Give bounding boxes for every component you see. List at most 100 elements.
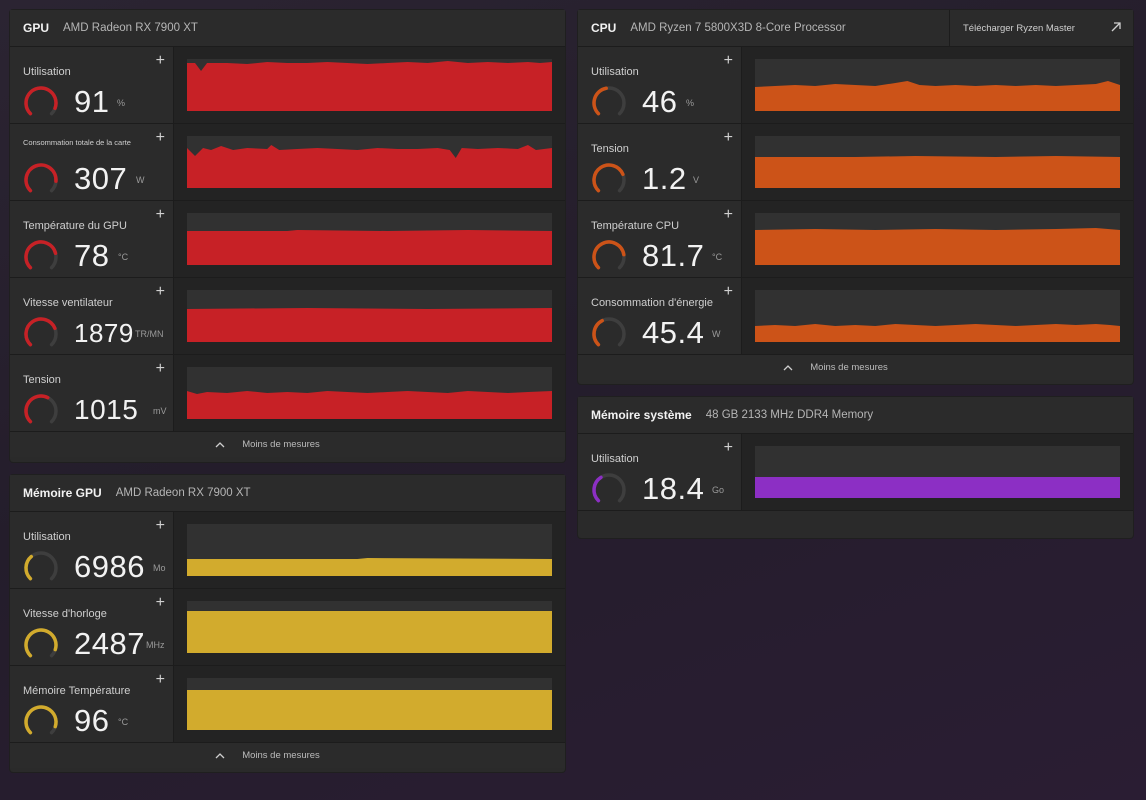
metric-label: Utilisation [591,453,639,465]
metric-value: 81.7 [642,238,705,273]
gpu-memory-panel: Mémoire GPU AMD Radeon RX 7900 XT Utilis… [10,475,565,772]
system-memory-panel: Mémoire système 48 GB 2133 MHz DDR4 Memo… [578,397,1133,538]
metric-unit: % [117,98,126,108]
history-chart [187,213,552,265]
metric-unit: V [693,175,700,185]
add-metric-button[interactable]: + [723,52,733,69]
metric-label: Température CPU [591,220,680,232]
history-chart-area [187,308,552,342]
metric-value: 1.2 [642,161,687,196]
gauge-fill [592,318,604,347]
history-chart-area [755,81,1120,111]
metric-label: Utilisation [23,531,71,543]
history-chart-area [187,558,552,576]
vram-clock-row: Vitesse d'horloge + 2487 MHz [10,589,565,666]
history-chart [187,678,552,730]
cpu-less-metrics-button[interactable]: Moins de mesures [578,355,1133,380]
history-chart [187,367,552,419]
external-link-icon [1111,22,1121,32]
vram-less-metrics-button[interactable]: Moins de mesures [10,743,565,768]
metric-unit: °C [118,717,129,727]
add-metric-button[interactable]: + [723,439,733,456]
cpu-utilisation-row: Utilisation + 46% [578,47,1133,124]
gauge-fill [24,317,57,347]
history-chart-area [755,156,1120,188]
add-metric-button[interactable]: + [155,206,165,223]
gauge-icon [24,551,58,581]
history-chart-area [187,690,552,730]
metric-label: Température du GPU [23,220,127,232]
less-metrics-label: Moins de mesures [242,439,320,450]
download-ryzen-master-label: Télécharger Ryzen Master [963,22,1075,34]
cpu-header: CPU AMD Ryzen 7 5800X3D 8-Core Processor… [578,10,1133,47]
history-chart-area [187,145,552,188]
add-metric-button[interactable]: + [155,129,165,146]
metric-unit: % [686,98,695,108]
system-memory-header: Mémoire système 48 GB 2133 MHz DDR4 Memo… [578,397,1133,434]
history-chart-area [755,228,1120,265]
metric-unit: W [136,175,145,185]
metric-unit: °C [118,252,129,262]
chevron-up-icon [215,753,225,759]
add-metric-button[interactable]: + [155,360,165,377]
metric-unit: mV [153,406,167,416]
system-memory-title: Mémoire système [591,408,692,422]
add-metric-button[interactable]: + [723,206,733,223]
gpu-power-row: Consommation totale de la carte + 307 W [10,124,565,201]
gauge-fill [592,163,625,193]
gauge-fill [592,240,626,270]
chevron-up-icon [783,365,793,371]
metric-label: Mémoire Température [23,685,131,697]
metric-value: 6986 [74,549,145,584]
history-chart [755,213,1120,265]
gauge-icon [24,317,58,347]
metric-value: 2487 [74,626,145,661]
metric-value: 45.4 [642,315,705,350]
history-chart [187,136,552,188]
metric-value: 91 [74,84,110,119]
gauge-fill [24,554,34,581]
history-chart-area [187,391,552,419]
cpu-temperature-row: Température CPU + 81.7 °C [578,201,1133,278]
gauge-fill [592,86,608,116]
sysmem-utilisation-row: Utilisation + 18.4 Go [578,434,1133,511]
gpu-header: GPU AMD Radeon RX 7900 XT [10,10,565,47]
add-metric-button[interactable]: + [155,594,165,611]
add-metric-button[interactable]: + [155,52,165,69]
metric-unit: W [712,329,721,339]
add-metric-button[interactable]: + [723,129,733,146]
metric-unit: Mo [153,563,166,573]
download-ryzen-master-link[interactable]: Télécharger Ryzen Master [949,10,1133,46]
gauge-icon [24,705,58,735]
add-metric-button[interactable]: + [155,671,165,688]
metric-value: 307 [74,161,128,196]
gauge-icon [24,163,58,193]
less-metrics-label: Moins de mesures [242,750,320,761]
gpu-less-metrics-button[interactable]: Moins de mesures [10,432,565,457]
less-metrics-label: Moins de mesures [810,362,888,373]
metric-label: Tension [23,374,61,386]
metric-value: 46 [642,84,678,119]
gauge-fill [24,86,58,116]
metric-value: 96 [74,703,110,738]
metric-value: 1015 [74,394,139,425]
add-metric-button[interactable]: + [723,283,733,300]
gpu-subtitle: AMD Radeon RX 7900 XT [63,22,198,34]
system-memory-subtitle: 48 GB 2133 MHz DDR4 Memory [705,409,874,421]
gauge-fill [592,475,603,503]
metric-label: Tension [591,143,629,155]
add-metric-button[interactable]: + [155,283,165,300]
history-chart [187,59,552,111]
history-chart-area [187,230,552,265]
gauge-fill [24,163,58,193]
history-chart-area [187,611,552,653]
cpu-voltage-row: Tension + 1.2 V [578,124,1133,201]
metric-label: Consommation totale de la carte [23,138,131,147]
add-metric-button[interactable]: + [155,517,165,534]
gpu-temperature-row: Température du GPU + 78 °C [10,201,565,278]
gauge-icon [592,317,626,347]
metric-value: 18.4 [642,471,705,506]
gpu-fan-row: Vitesse ventilateur + 1879 TR/MN [10,278,565,355]
gauge-icon [592,473,626,503]
gpu-title: GPU [23,21,50,35]
